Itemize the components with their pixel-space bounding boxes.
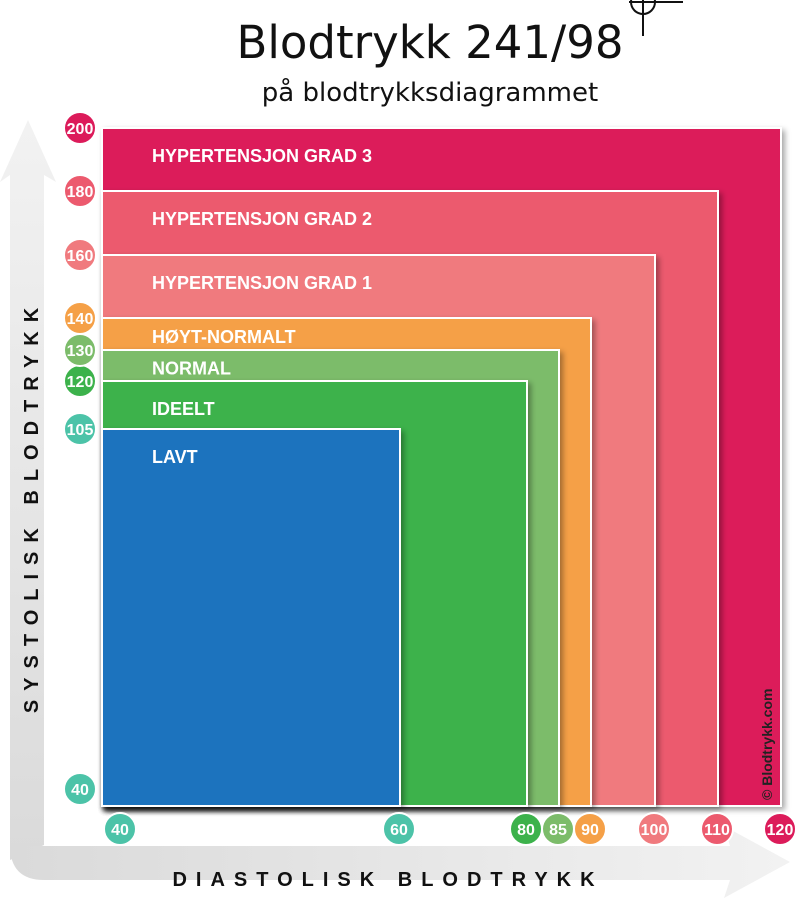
axis-tick: 85	[541, 812, 575, 846]
y-axis-label: SYSTOLISK BLODTRYKK	[21, 299, 43, 713]
tick-marker	[637, 812, 671, 846]
tick-label: 90	[581, 822, 599, 839]
tick-marker	[63, 111, 97, 145]
tick-label: 110	[704, 822, 730, 839]
axis-tick: 120	[763, 812, 797, 846]
axis-tick: 200	[63, 111, 97, 145]
tick-marker	[763, 812, 797, 846]
axis-arrows	[0, 120, 790, 898]
tick-marker	[103, 812, 137, 846]
tick-label: 100	[641, 822, 668, 839]
reading-marker-icon	[629, 0, 683, 36]
zone-label: HYPERTENSJON GRAD 1	[152, 273, 372, 293]
tick-label: 60	[390, 822, 408, 839]
axis-tick: 130	[63, 333, 97, 367]
axis-tick: 90	[573, 812, 607, 846]
x-ticks-layer: 40 60 80 85 90 100 110 120	[103, 812, 797, 846]
axis-tick: 140	[63, 301, 97, 335]
axis-tick: 105	[63, 412, 97, 446]
x-axis-arrow	[10, 826, 790, 898]
tick-marker	[63, 412, 97, 446]
axis-tick: 60	[382, 812, 416, 846]
tick-label: 160	[67, 248, 94, 265]
tick-label: 85	[549, 822, 567, 839]
axis-tick: 40	[103, 812, 137, 846]
tick-label: 40	[111, 822, 129, 839]
tick-marker	[382, 812, 416, 846]
zone-label: HØYT-NORMALT	[152, 327, 296, 347]
tick-label: 120	[767, 822, 794, 839]
tick-label: 130	[67, 343, 94, 360]
axis-tick: 110	[700, 812, 734, 846]
tick-marker	[573, 812, 607, 846]
tick-label: 105	[67, 422, 94, 439]
zone-lavt: LAVT	[101, 428, 401, 807]
axis-tick: 180	[63, 174, 97, 208]
axis-tick: 160	[63, 238, 97, 272]
tick-label: 80	[517, 822, 535, 839]
zone-label: NORMAL	[152, 359, 231, 379]
y-axis-arrow	[0, 120, 56, 860]
axis-tick: 120	[63, 364, 97, 398]
axis-tick: 100	[637, 812, 671, 846]
tick-marker	[700, 812, 734, 846]
chart-subtitle: på blodtrykksdiagrammet	[261, 78, 599, 108]
tick-marker	[63, 772, 97, 806]
tick-label: 40	[71, 782, 89, 799]
tick-label: 120	[67, 374, 94, 391]
zone-area	[101, 428, 401, 807]
zone-label: HYPERTENSJON GRAD 2	[152, 209, 372, 229]
zone-label: LAVT	[152, 447, 198, 467]
tick-label: 200	[67, 121, 94, 138]
tick-marker	[63, 238, 97, 272]
zone-label: HYPERTENSJON GRAD 3	[152, 146, 372, 166]
zone-label: IDEELT	[152, 399, 215, 419]
tick-label: 180	[67, 184, 94, 201]
tick-label: 140	[67, 311, 94, 328]
y-ticks-layer: 40 105 120 130 140 160 180 200	[63, 111, 97, 806]
axis-tick: 40	[63, 772, 97, 806]
x-axis-label: DIASTOLISK BLODTRYKK	[172, 869, 603, 891]
tick-marker	[63, 301, 97, 335]
tick-marker	[63, 174, 97, 208]
zones-layer: HYPERTENSJON GRAD 3 HYPERTENSJON GRAD 2 HY…	[101, 127, 782, 807]
chart-title: Blodtrykk 241/98	[236, 16, 624, 69]
copyright-text: © Blodtrykk.com	[759, 689, 775, 800]
axis-tick: 80	[509, 812, 543, 846]
